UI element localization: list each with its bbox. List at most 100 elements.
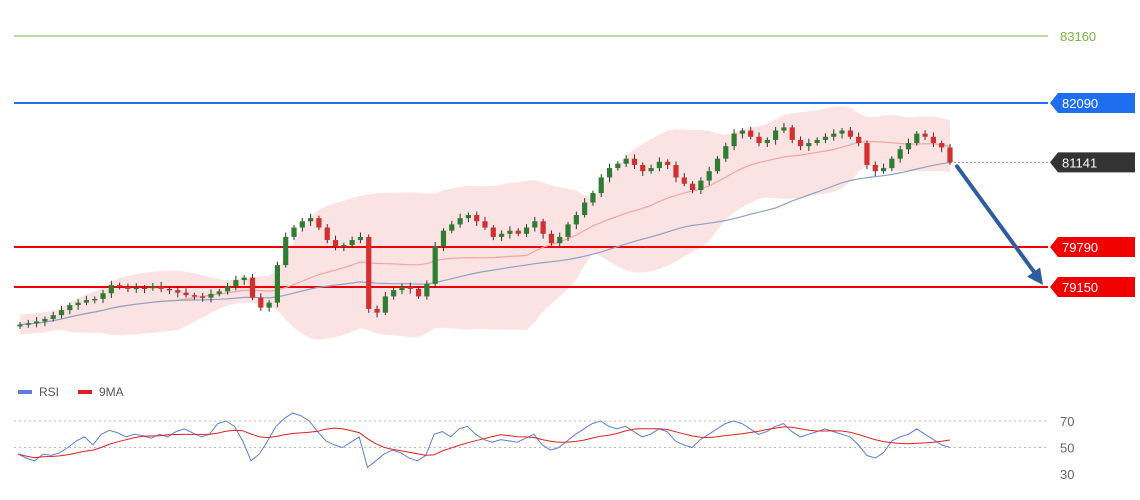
candle — [83, 295, 90, 306]
candle — [665, 159, 671, 169]
candle-body — [731, 133, 737, 147]
candle — [673, 161, 679, 183]
candle — [166, 286, 173, 295]
candle-body — [499, 233, 505, 237]
candle — [698, 177, 704, 194]
candle — [299, 217, 305, 232]
candle-body — [947, 147, 953, 163]
candle — [847, 127, 853, 140]
candle-body — [698, 180, 704, 190]
candle-body — [58, 310, 65, 316]
candle-body — [748, 130, 754, 137]
candle-body — [141, 287, 148, 290]
candle — [598, 174, 604, 198]
candle-body — [648, 168, 654, 172]
candle — [391, 287, 397, 300]
candle — [748, 127, 754, 140]
candle — [739, 128, 746, 139]
level-79790-label: 79790 — [1062, 240, 1098, 255]
candles — [17, 123, 953, 329]
rsi-tick-label: 50 — [1060, 441, 1074, 456]
candle — [590, 190, 596, 206]
candle-body — [374, 308, 380, 313]
candle-body — [897, 149, 903, 159]
candle — [233, 275, 239, 291]
candle — [224, 282, 231, 295]
candle-body — [623, 158, 629, 164]
level-current-badge — [1050, 152, 1135, 173]
candle-body — [332, 240, 339, 247]
candle — [839, 128, 845, 139]
candle — [797, 136, 804, 151]
candle-body — [299, 221, 305, 228]
candle-body — [673, 164, 679, 178]
candle — [764, 137, 770, 148]
candle — [191, 292, 197, 300]
candle-body — [274, 265, 281, 303]
candle-body — [216, 291, 222, 294]
candle — [606, 163, 613, 183]
candle — [432, 241, 438, 288]
level-79790-badge — [1050, 236, 1135, 257]
candle — [523, 224, 530, 238]
candle-body — [349, 240, 355, 246]
candle-body — [191, 295, 197, 297]
candle-body — [183, 292, 189, 296]
candle — [507, 226, 513, 239]
candle-body — [905, 143, 912, 150]
candle — [42, 316, 48, 327]
candle — [814, 137, 820, 146]
candle — [357, 232, 364, 244]
candle-body — [557, 236, 563, 244]
candle — [781, 123, 787, 134]
candle-body — [100, 293, 106, 299]
candle — [108, 280, 114, 299]
candle — [714, 156, 721, 174]
rsi-9ma-line — [17, 426, 951, 459]
candle-body — [822, 136, 829, 140]
candle — [440, 228, 447, 252]
candle — [806, 138, 812, 151]
candle — [58, 305, 65, 319]
candle — [623, 155, 629, 167]
candle-body — [939, 143, 945, 148]
candle — [216, 288, 222, 297]
candle — [565, 221, 571, 241]
candle-body — [108, 285, 114, 294]
candle — [141, 285, 148, 294]
candle — [407, 282, 413, 294]
candle-body — [34, 321, 40, 324]
candle — [332, 235, 339, 251]
candle-body — [482, 221, 488, 228]
candle — [773, 127, 779, 145]
candle — [905, 138, 912, 155]
candle — [548, 230, 555, 246]
candle-body — [789, 127, 795, 140]
candle — [283, 232, 289, 268]
candle-body — [449, 224, 455, 231]
candle-body — [316, 218, 322, 228]
candle — [914, 131, 920, 146]
level-labels: 83160 82090 81141 79790 79150 — [1050, 29, 1135, 297]
candle — [117, 282, 123, 290]
candle — [249, 274, 256, 301]
candle-body — [291, 227, 297, 237]
candle — [208, 289, 214, 303]
candle — [723, 142, 729, 162]
candle — [75, 299, 81, 310]
candle — [266, 300, 272, 312]
candle-body — [424, 283, 430, 297]
candle — [582, 198, 588, 218]
candle — [499, 230, 505, 241]
legend-label-rsi: RSI — [39, 385, 59, 399]
candle — [897, 145, 903, 163]
candle — [465, 212, 471, 223]
candle-body — [548, 233, 555, 244]
candle-body — [266, 302, 272, 308]
candle — [258, 293, 264, 311]
candle-body — [706, 171, 712, 181]
legend-swatch-9ma — [78, 390, 92, 394]
candle-body — [233, 280, 239, 287]
candle — [349, 236, 355, 248]
